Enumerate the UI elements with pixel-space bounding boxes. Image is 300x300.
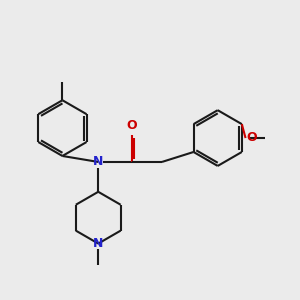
Text: N: N [93, 155, 104, 168]
Text: N: N [93, 237, 104, 250]
Text: O: O [127, 119, 137, 132]
Text: O: O [247, 130, 257, 144]
